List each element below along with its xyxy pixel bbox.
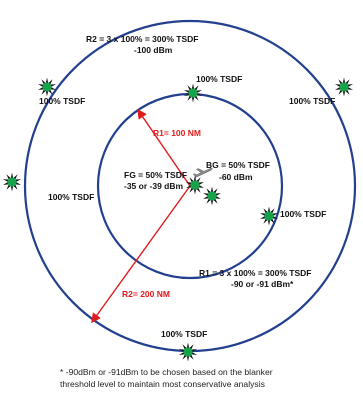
r1-radius-line [137, 108, 191, 187]
left-outer-station-label: 100% TSDF [39, 96, 85, 106]
r2-radius-line [91, 185, 191, 324]
r1-power-label: -90 or -91 dBm* [231, 279, 294, 289]
bg-title-label: BG = 50% TSDF [206, 160, 270, 170]
stations [3, 77, 353, 362]
station-inner-right-icon [260, 206, 278, 226]
left-mid-station-label: 100% TSDF [48, 192, 94, 202]
station-inner-top-icon [184, 83, 202, 103]
station-outer-top-right-icon [335, 77, 353, 97]
station-fg-icon [186, 175, 204, 195]
r2-power-label: -100 dBm [134, 45, 173, 55]
footnote-line-2: threshold level to maintain most conserv… [60, 379, 265, 389]
footnote: * -90dBm or -91dBm to be chosen based on… [60, 366, 360, 390]
bottom-station-label: 100% TSDF [161, 329, 207, 339]
station-outer-bottom-icon [179, 342, 197, 362]
top-inner-station-label: 100% TSDF [196, 74, 242, 84]
right-mid-station-label: 100% TSDF [280, 209, 326, 219]
fg-power-label: -35 or -39 dBm [124, 181, 183, 191]
aircraft-icon [192, 168, 213, 179]
r2-title-label: R2 = 3 x 100% = 300% TSDF [86, 34, 198, 44]
bg-power-label: -60 dBm [219, 172, 253, 182]
r1-title-label: R1 = 3 x 100% = 300% TSDF [199, 268, 311, 278]
fg-title-label: FG = 50% TSDF [124, 170, 187, 180]
station-outer-left-icon [3, 172, 21, 192]
r2-radius-label: R2= 200 NM [122, 289, 170, 299]
station-outer-top-left-icon [38, 77, 56, 97]
right-outer-station-label: 100% TSDF [289, 96, 335, 106]
footnote-line-1: * -90dBm or -91dBm to be chosen based on… [60, 367, 273, 377]
station-bg-icon [203, 186, 221, 206]
r1-radius-label: R1= 100 NM [153, 128, 201, 138]
